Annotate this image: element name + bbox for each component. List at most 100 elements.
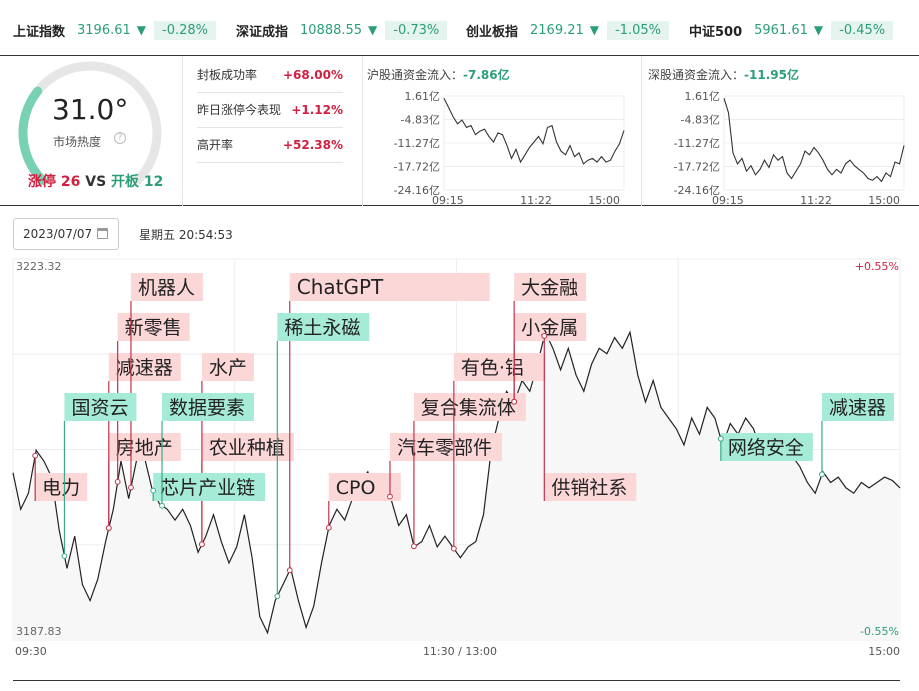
concept-tag-point (61, 553, 68, 559)
concept-tag-box (201, 433, 294, 461)
concept-tag-label: 国资云 (71, 397, 128, 419)
x-tick-label: 09:15 (712, 194, 744, 206)
y-tick-label: -11.27亿 (674, 137, 720, 150)
date-picker[interactable]: 2023/07/07 (13, 218, 119, 250)
concept-tag[interactable]: 机器人 (128, 273, 203, 491)
concept-tag-box (35, 473, 88, 501)
stat-seal-rate: 封板成功率 +68.00% (197, 57, 343, 93)
concept-tag-box (64, 393, 137, 421)
x-tick-label: 09:30 (15, 645, 47, 658)
concept-tag-label: 水产 (209, 357, 247, 379)
concept-tag-label: ChatGPT (297, 275, 384, 299)
concept-tag-label: 大金融 (521, 277, 578, 299)
concept-tag[interactable]: 芯片产业链 (150, 473, 266, 501)
concept-tag[interactable]: 农业种植 (199, 433, 294, 548)
concept-tag-point (159, 502, 165, 509)
concept-tag-label: 芯片产业链 (160, 477, 255, 499)
concept-tag[interactable]: 国资云 (61, 393, 137, 559)
stat-label: 昨日涨停今表现 (197, 103, 282, 117)
concept-tag[interactable]: 新零售 (114, 313, 190, 485)
concept-tag-label: 电力 (42, 477, 80, 499)
y-tick-label: 1.61亿 (405, 90, 441, 103)
y-tick-label: -17.72亿 (394, 161, 440, 174)
concept-tag-label: 农业种植 (209, 437, 285, 459)
concept-tag-label: 房地产 (116, 437, 173, 459)
ticker-name: 上证指数 (13, 24, 66, 40)
concept-tag-point (411, 543, 417, 550)
gauge-fill (18, 86, 48, 185)
concept-tag[interactable]: 大金融 (511, 273, 587, 405)
concept-tag-box (162, 393, 255, 421)
ticker-shenzhen[interactable]: 深证成指 10888.55 ▼ -0.73% (236, 19, 448, 41)
concept-tag-label: 小金属 (521, 317, 578, 339)
heat-gauge (18, 61, 162, 185)
flow-title-label: 深股通资金流入： (648, 68, 745, 82)
concept-tag[interactable]: 减速器 (819, 393, 894, 478)
ticker-csi500[interactable]: 中证500 5961.61 ▼ -0.45% (689, 19, 894, 41)
concept-tag[interactable]: ChatGPT (286, 273, 490, 574)
concept-tag-point (32, 452, 39, 459)
stat-value: +68.00% (282, 67, 343, 82)
concept-tag[interactable]: 电力 (32, 452, 88, 501)
concept-tag-box (821, 393, 894, 421)
concept-tag-label: 网络安全 (728, 437, 804, 459)
flow-title-value: -7.86亿 (463, 68, 510, 82)
concept-tag[interactable]: 稀土永磁 (274, 313, 370, 600)
ticker-name: 中证500 (689, 24, 743, 40)
concept-tag-label: 稀土永磁 (284, 317, 360, 339)
concept-tag[interactable]: 房地产 (105, 433, 181, 531)
concept-tag[interactable]: 复合集流体 (411, 393, 526, 550)
concept-tag-box (514, 273, 587, 301)
concept-tag-box (413, 393, 526, 421)
concept-tag-label: 机器人 (138, 277, 195, 299)
concept-tag[interactable]: 有色·铝 (450, 353, 546, 552)
concept-tag-point (150, 487, 157, 494)
concept-tag[interactable]: 网络安全 (717, 433, 813, 461)
x-tick-label: 11:30 / 13:00 (423, 645, 497, 658)
y-tick-label: -4.83亿 (681, 114, 720, 127)
ticker-shanghai[interactable]: 上证指数 3196.61 ▼ -0.28% (13, 19, 217, 41)
concept-tag-box (108, 353, 181, 381)
heat-label: 市场热度 (53, 135, 102, 149)
ticker-name: 深证成指 (236, 24, 289, 40)
x-tick-label: 11:22 (800, 194, 832, 206)
ticker-chinext[interactable]: 创业板指 2169.21 ▼ -1.05% (466, 19, 670, 41)
heat-temperature: 31.0° (52, 93, 129, 126)
concept-tag[interactable]: 汽车零部件 (387, 433, 502, 500)
x-tick-label: 15:00 (868, 645, 900, 658)
divider (13, 680, 900, 681)
weekday-time: 星期五 20:54:53 (139, 228, 233, 242)
concept-tag-point (286, 567, 293, 574)
concept-tag[interactable]: 水产 (199, 353, 254, 548)
concept-tag-label: 数据要素 (169, 397, 245, 419)
concept-tag-box (720, 433, 813, 461)
x-tick-label: 15:00 (868, 194, 900, 206)
concept-tag[interactable]: 数据要素 (159, 393, 255, 509)
flow-title-value: -11.95亿 (744, 68, 799, 82)
y-tick-label: -24.16亿 (394, 184, 440, 197)
concept-tag[interactable]: 供销社系 (541, 333, 637, 501)
vs-label: VS (85, 174, 107, 190)
concept-tag[interactable]: 减速器 (105, 353, 181, 531)
concept-tag-box (108, 433, 181, 461)
concept-tag[interactable]: CPO (325, 473, 401, 531)
stat-yesterday-limitup: 昨日涨停今表现 +1.12% (197, 92, 343, 128)
ticker-value: 10888.55 (300, 22, 363, 38)
concept-tag-point (819, 471, 825, 478)
limit-up-count: 26 (60, 174, 81, 190)
concept-tag-point (114, 478, 121, 485)
open-board-label: 开板 (111, 174, 140, 190)
y-min-label: 3187.83 (16, 625, 62, 638)
concept-tag-box (289, 273, 490, 301)
x-tick-label: 11:22 (520, 194, 552, 206)
concept-tag-box (389, 433, 502, 461)
y-tick-label: -4.83亿 (401, 114, 440, 127)
stat-value: +52.38% (282, 137, 343, 152)
concept-tag-label: CPO (336, 477, 376, 499)
price-area (13, 332, 900, 640)
hk-sh-flow-title: 沪股通资金流入：-7.86亿 (367, 66, 510, 83)
concept-tag-label: 减速器 (116, 357, 173, 379)
index-ticker-bar: 上证指数 3196.61 ▼ -0.28% 深证成指 10888.55 ▼ -0… (0, 0, 919, 56)
concept-tag-point (450, 545, 457, 552)
info-icon[interactable]: ? (114, 132, 126, 144)
